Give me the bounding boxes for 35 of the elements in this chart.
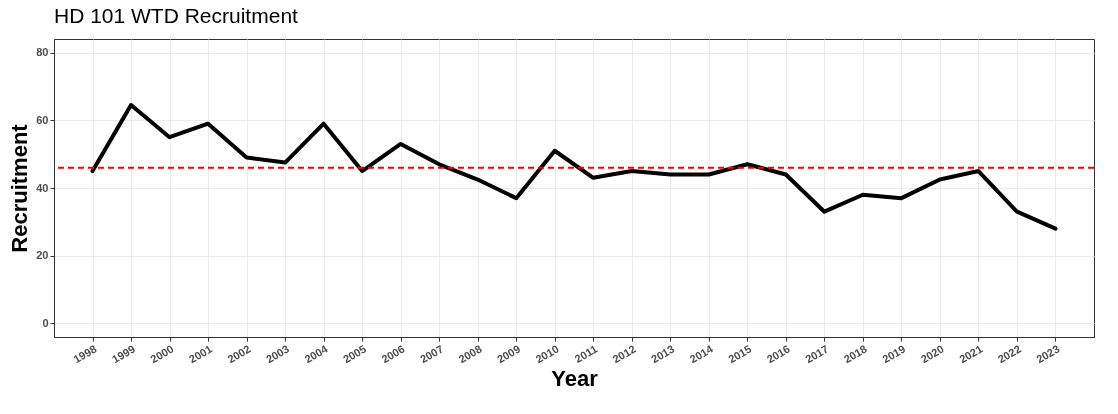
x-axis-title: Year xyxy=(551,366,599,392)
x-tick-label: 2000 xyxy=(148,342,176,366)
chart-title: HD 101 WTD Recruitment xyxy=(54,4,299,27)
x-tick-label: 2013 xyxy=(649,342,677,366)
x-tick-label: 2006 xyxy=(379,342,407,366)
x-tick-label: 2001 xyxy=(186,342,215,366)
x-tick-label: 1999 xyxy=(109,342,138,366)
y-tick-label: 20 xyxy=(36,249,49,262)
line-series xyxy=(90,103,1058,231)
x-tick-label: 2018 xyxy=(841,342,869,366)
y-tick-label: 60 xyxy=(36,113,49,126)
x-tick-label: 2007 xyxy=(417,342,446,366)
x-tick-label: 2011 xyxy=(572,342,600,365)
x-tick-label: 1998 xyxy=(71,342,99,366)
y-tick-label: 80 xyxy=(36,46,49,59)
x-tick-label: 2019 xyxy=(880,342,908,366)
x-tick-label: 2023 xyxy=(1034,342,1062,366)
x-tick-label: 2016 xyxy=(764,342,792,366)
x-tick-label: 2010 xyxy=(533,342,561,366)
x-tick-label: 2012 xyxy=(610,342,638,366)
x-tick-label: 2014 xyxy=(687,342,716,366)
x-tick-label: 2009 xyxy=(495,342,523,366)
x-tick-label: 2004 xyxy=(302,342,331,366)
x-tick-label: 2015 xyxy=(726,342,754,366)
x-tick-label: 2022 xyxy=(995,342,1023,366)
y-tick-label: 40 xyxy=(36,181,49,194)
x-tick-label: 2017 xyxy=(803,342,831,366)
x-tick-label: 2008 xyxy=(456,342,484,366)
y-axis-title: Recruitment xyxy=(7,123,33,253)
x-tick-label: 2021 xyxy=(957,342,985,366)
x-tick-label: 2020 xyxy=(918,342,946,366)
x-tick-label: 2002 xyxy=(225,342,253,366)
x-tick-label: 2003 xyxy=(263,342,292,366)
x-tick-label: 2005 xyxy=(340,342,369,366)
y-tick-label: 0 xyxy=(42,316,49,329)
